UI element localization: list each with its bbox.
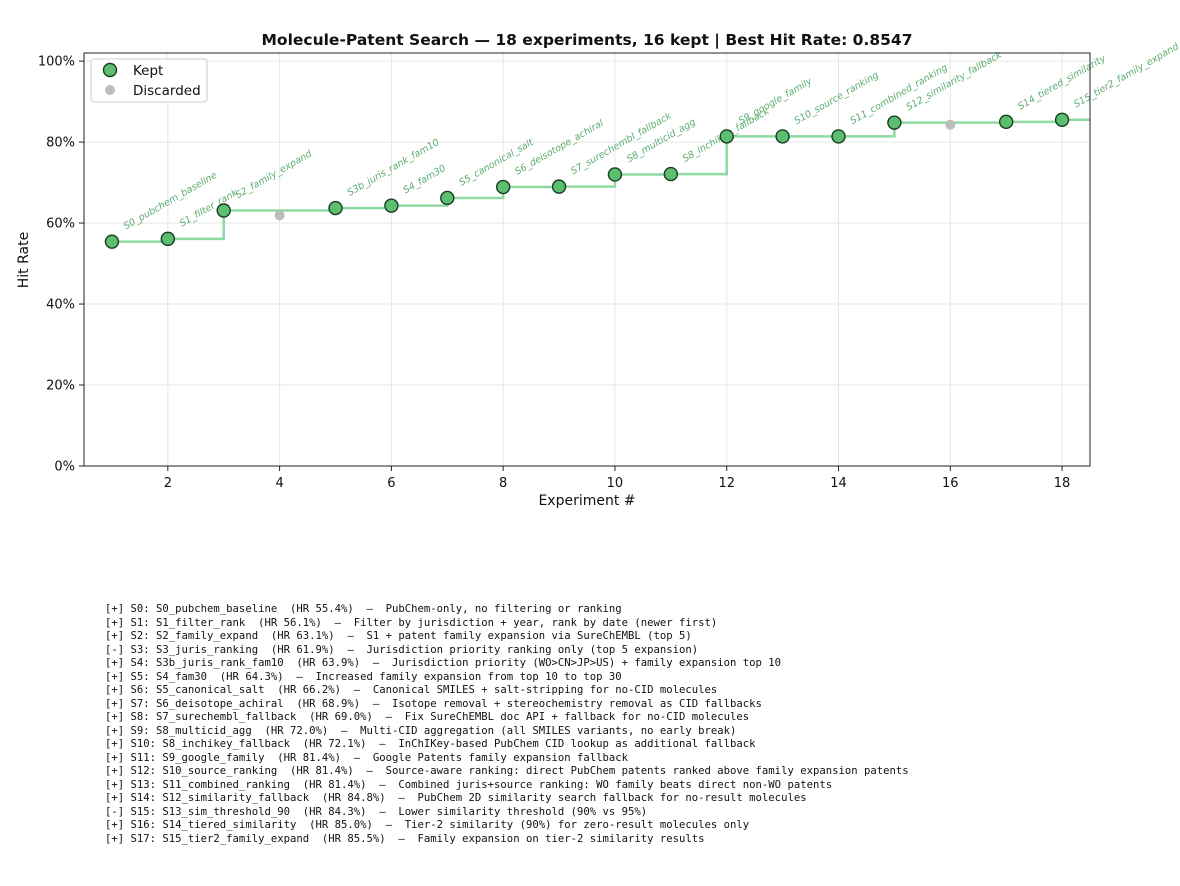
kept-point [104,234,120,249]
log-line: [+] S17: S15_tier2_family_expand (HR 85.… [105,832,705,845]
kept-point [160,231,176,247]
log-line: [+] S0: S0_pubchem_baseline (HR 55.4%) —… [105,603,622,615]
log-line: [+] S2: S2_family_expand (HR 63.1%) — S1… [105,630,692,642]
kept-point [1054,112,1070,128]
log-line: [+] S5: S4_fam30 (HR 64.3%) — Increased … [105,670,622,683]
log-line: [-] S15: S13_sim_threshold_90 (HR 84.3%)… [105,805,648,818]
step-line-layer [111,118,1090,243]
x-tick-label: 6 [387,476,395,491]
kept-point [607,167,623,182]
log-line: [+] S8: S7_surechembl_fallback (HR 69.0%… [105,711,750,723]
x-axis-label: Experiment # [538,493,635,509]
log-line: [+] S16: S14_tiered_similarity (HR 85.0%… [105,819,750,831]
point-label: S2_family_expand [234,148,315,201]
log-line: [+] S1: S1_filter_rank (HR 56.1%) — Filt… [105,616,718,629]
log-line: [+] S11: S9_google_family (HR 81.4%) — G… [105,751,628,764]
log-line: [+] S13: S11_combined_ranking (HR 81.4%)… [105,778,833,791]
point-label: S3b_juris_rank_fam10 [346,137,442,199]
discarded-point [274,210,285,221]
log-line: [+] S10: S8_inchikey_fallback (HR 72.1%)… [105,738,756,750]
log-line: [+] S12: S10_source_ranking (HR 81.4%) —… [105,765,909,777]
log-line: [+] S7: S6_deisotope_achiral (HR 68.9%) … [105,697,762,710]
x-tick-label: 14 [830,476,847,491]
y-tick-label: 20% [46,379,75,394]
data-points [104,112,1070,249]
kept-point [495,179,511,195]
kept-point [440,190,455,206]
x-tick-label: 2 [164,476,172,491]
grid-lines [84,53,1090,467]
kept-point [998,114,1014,130]
y-tick-label: 80% [46,136,75,151]
y-tick-label: 60% [46,217,75,232]
log-line: [+] S6: S5_canonical_salt (HR 66.2%) — C… [105,684,718,696]
log-line: [+] S9: S8_multicid_agg (HR 72.0%) — Mul… [105,724,737,737]
best-so-far-step-line [111,118,1090,243]
legend-kept-label: Kept [133,63,163,79]
x-tick-label: 12 [718,476,735,491]
legend-box [90,58,208,103]
discarded-point [945,119,956,130]
legend-kept-marker [102,62,118,78]
axis-ticks: 0% 20% 40% 60% 80% 100% 2 4 6 8 10 12 14 16 18 [38,55,1071,491]
log-line: [+] S14: S12_similarity_fallback (HR 84.… [105,792,807,804]
kept-point [719,129,734,144]
kept-point [384,198,399,213]
x-tick-label: 4 [275,476,283,491]
hit-rate-chart: Molecule-Patent Search — 18 experiments,… [16,31,1180,509]
x-tick-label: 10 [607,476,624,491]
kept-point [831,129,846,144]
y-tick-label: 40% [46,298,75,313]
kept-point [663,166,679,182]
legend: Kept Discarded [90,58,208,103]
legend-discarded-label: Discarded [133,83,201,99]
y-axis-label: Hit Rate [16,232,32,288]
y-tick-label: 100% [38,55,75,70]
x-tick-label: 16 [942,476,959,491]
plot-frame [83,52,1091,467]
y-tick-label: 0% [54,460,75,475]
point-label: S4_fam30 [401,163,448,196]
log-line: [-] S3: S3_juris_ranking (HR 61.9%) — Ju… [105,643,699,656]
chart-title: Molecule-Patent Search — 18 experiments,… [262,31,913,50]
point-labels: S0_pubchem_baselineS1_filter_rankS2_fami… [122,41,1180,232]
legend-discarded-marker [105,85,115,95]
log-line: [+] S4: S3b_juris_rank_fam10 (HR 63.9%) … [105,657,782,669]
point-label: S15_tier2_family_expand [1072,41,1180,111]
kept-point [775,129,790,144]
x-tick-label: 8 [499,476,507,491]
experiment-log: [+] S0: S0_pubchem_baseline (HR 55.4%) —… [105,603,909,846]
kept-point [216,203,231,218]
kept-point [328,200,343,216]
kept-point [887,115,902,130]
kept-point [551,179,567,194]
x-tick-label: 18 [1054,476,1071,491]
